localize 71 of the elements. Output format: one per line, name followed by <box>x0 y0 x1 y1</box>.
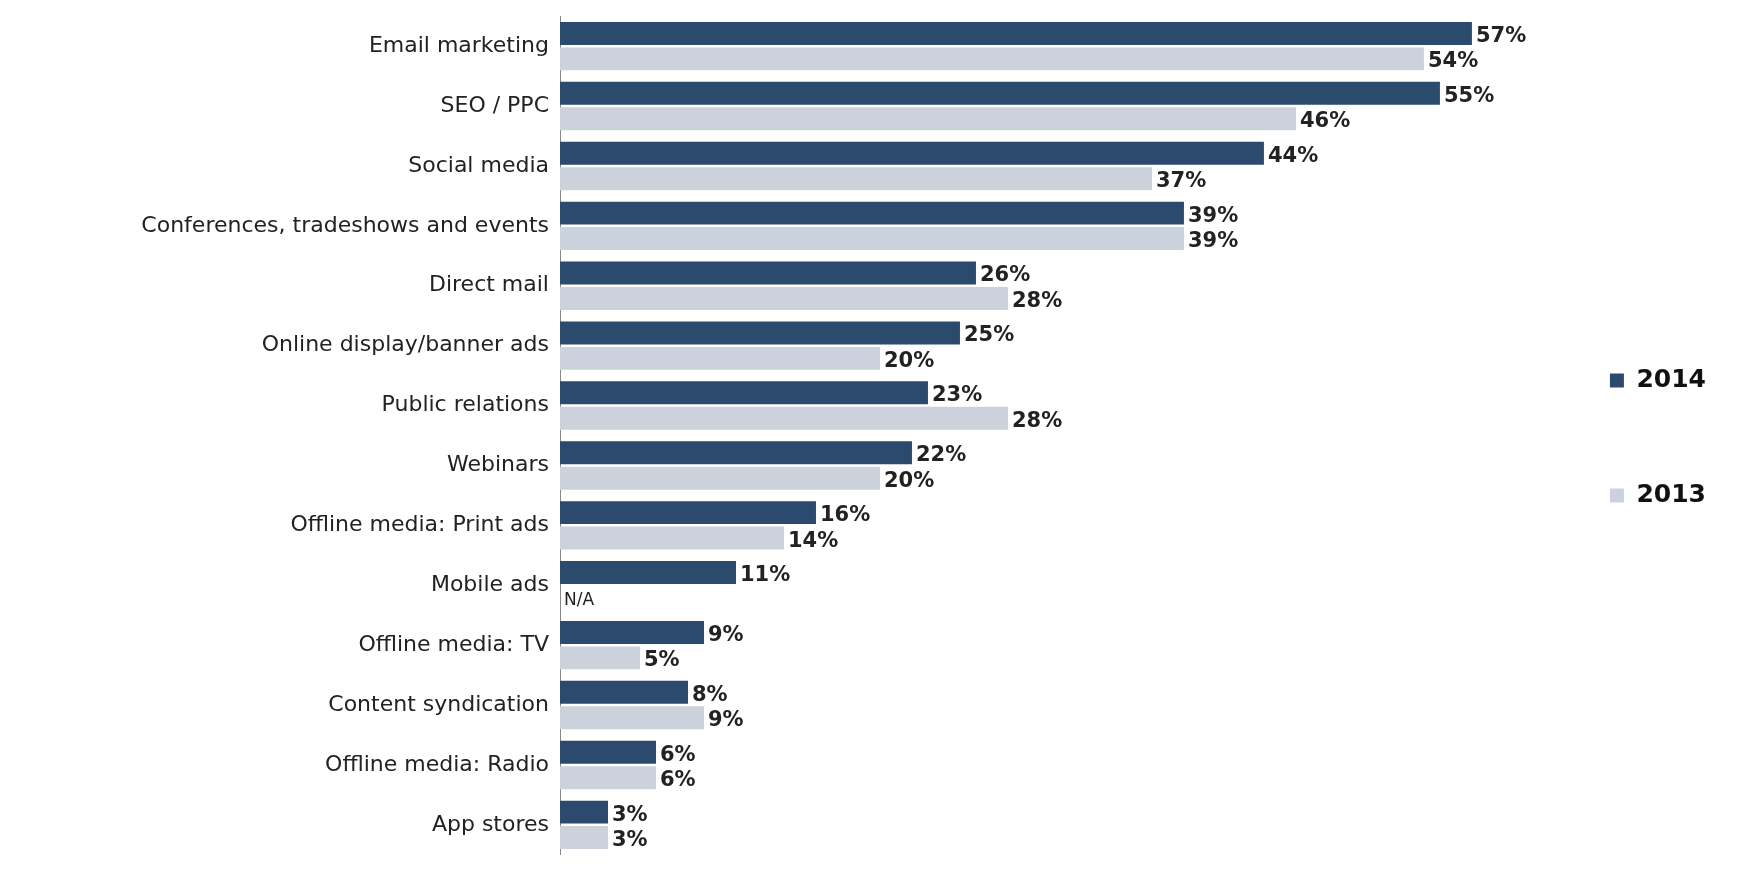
bar <box>560 381 928 405</box>
data-label: 37% <box>1155 168 1207 193</box>
data-label: 8% <box>691 681 728 706</box>
bar <box>560 620 704 644</box>
bar <box>560 21 1472 45</box>
data-label: 28% <box>1011 287 1063 312</box>
data-label: 55% <box>1443 82 1495 107</box>
data-label: 54% <box>1427 48 1479 73</box>
y-tick-label: Conferences, tradeshows and events <box>141 211 549 237</box>
data-label: 14% <box>787 527 839 552</box>
data-label: 25% <box>963 322 1015 347</box>
data-label: 6% <box>659 767 696 792</box>
bar <box>560 346 880 370</box>
y-tick-label: Social media <box>408 151 549 177</box>
bar <box>560 680 688 704</box>
bar <box>560 766 656 790</box>
bar <box>560 561 736 584</box>
legend-label: 2014 <box>1636 364 1707 393</box>
data-label: 46% <box>1299 108 1351 133</box>
y-tick-label: Email marketing <box>368 31 549 57</box>
data-label: 11% <box>739 561 791 586</box>
data-label: 44% <box>1267 142 1319 167</box>
data-label: 9% <box>707 707 744 732</box>
y-tick-label: Online display/banner ads <box>261 331 549 357</box>
y-tick-label: Direct mail <box>428 271 549 297</box>
y-tick-label: Offline media: Radio <box>325 750 549 776</box>
data-label: 39% <box>1187 228 1239 253</box>
bar <box>560 646 640 670</box>
bar <box>560 501 816 525</box>
bar <box>560 287 1008 310</box>
bar <box>560 526 784 550</box>
bar <box>560 141 1264 165</box>
bar <box>560 321 960 345</box>
data-label: 9% <box>707 621 744 646</box>
y-tick-label: Offline media: Print ads <box>290 511 549 537</box>
y-tick-label: Webinars <box>446 451 549 477</box>
y-tick-label: App stores <box>431 810 549 836</box>
bar <box>560 800 608 824</box>
data-label: 5% <box>643 647 680 672</box>
bar <box>560 740 656 764</box>
data-label: 20% <box>883 347 935 372</box>
bar <box>560 201 1184 225</box>
legend-label: 2013 <box>1636 479 1707 508</box>
y-tick-label: Public relations <box>381 391 549 417</box>
bar <box>560 81 1440 105</box>
bar <box>560 706 704 730</box>
y-tick-label: Mobile ads <box>430 570 549 596</box>
y-tick-label: Content syndication <box>328 690 549 716</box>
bar <box>560 261 976 285</box>
bar <box>560 826 608 850</box>
bar <box>560 441 912 465</box>
text: N/A <box>564 589 595 610</box>
data-label: 20% <box>883 467 935 492</box>
data-label: 28% <box>1011 407 1063 432</box>
data-label: 26% <box>979 262 1031 287</box>
bar <box>560 167 1152 191</box>
bar <box>560 227 1184 251</box>
y-tick-label: Offline media: TV <box>358 630 549 656</box>
data-label: 23% <box>931 382 983 407</box>
bar <box>560 47 1424 71</box>
data-label: 16% <box>819 502 871 527</box>
data-label: 3% <box>612 827 648 852</box>
y-tick-label: SEO / PPC <box>440 91 549 117</box>
bar <box>560 406 1008 430</box>
bar <box>560 466 880 490</box>
data-label: 3% <box>612 801 648 826</box>
data-label: 39% <box>1187 202 1239 227</box>
data-label: 57% <box>1475 22 1527 47</box>
data-label: 22% <box>915 442 967 467</box>
bar <box>560 107 1296 131</box>
data-label: 6% <box>659 741 696 766</box>
